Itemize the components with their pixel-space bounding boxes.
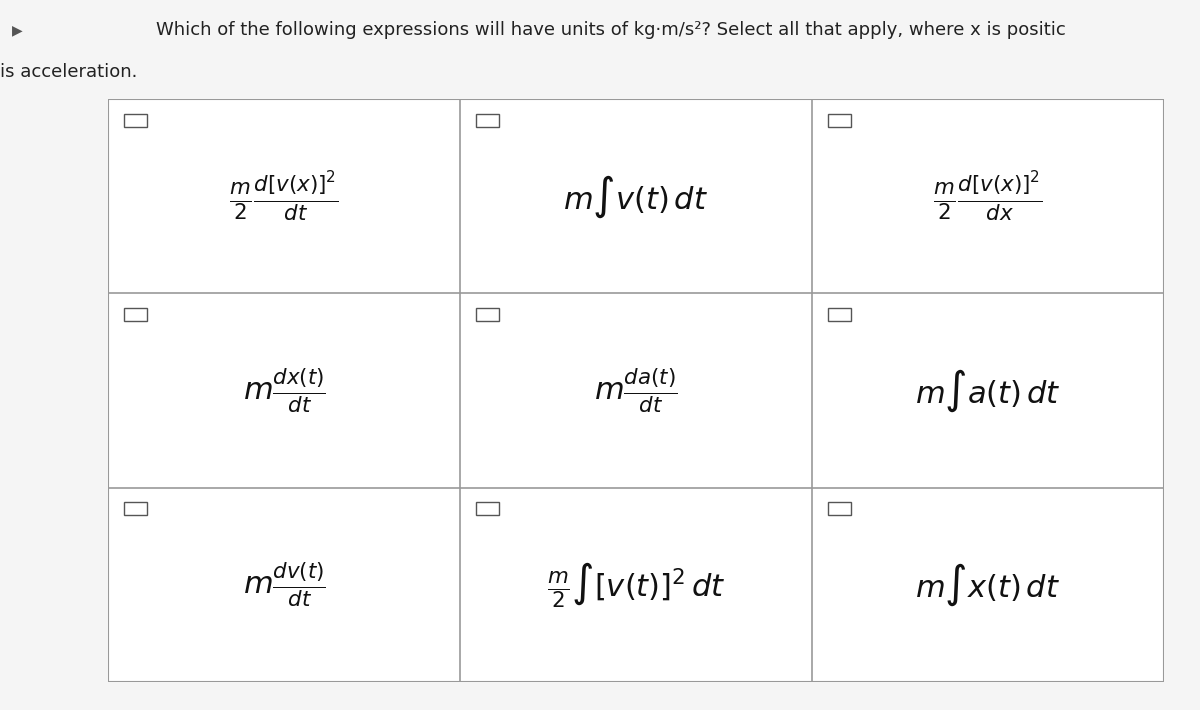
Text: $\frac{m}{2}\frac{d[v(x)]^2}{dx}$: $\frac{m}{2}\frac{d[v(x)]^2}{dx}$: [934, 169, 1043, 224]
Bar: [828, 308, 851, 321]
Text: $m\frac{dx(t)}{dt}$: $m\frac{dx(t)}{dt}$: [242, 366, 325, 415]
Text: $m\int a(t)\,dt$: $m\int a(t)\,dt$: [916, 367, 1061, 414]
Text: $\frac{m}{2}\int [v(t)]^2\,dt$: $\frac{m}{2}\int [v(t)]^2\,dt$: [547, 559, 725, 610]
Bar: [124, 308, 148, 321]
Bar: [124, 502, 148, 515]
Text: Which of the following expressions will have units of kg·m/s²? Select all that a: Which of the following expressions will …: [156, 21, 1066, 39]
Text: is acceleration.: is acceleration.: [0, 63, 137, 82]
Text: $m\frac{da(t)}{dt}$: $m\frac{da(t)}{dt}$: [594, 366, 678, 415]
Bar: [476, 308, 499, 321]
Bar: [476, 114, 499, 127]
Text: $m\int x(t)\,dt$: $m\int x(t)\,dt$: [916, 562, 1061, 608]
Text: $\frac{m}{2}\frac{d[v(x)]^2}{dt}$: $\frac{m}{2}\frac{d[v(x)]^2}{dt}$: [229, 169, 338, 224]
Bar: [828, 502, 851, 515]
Text: $m\frac{dv(t)}{dt}$: $m\frac{dv(t)}{dt}$: [242, 560, 325, 609]
Bar: [476, 502, 499, 515]
Bar: [828, 114, 851, 127]
Text: ▶: ▶: [12, 23, 23, 37]
Text: $m\int v(t)\,dt$: $m\int v(t)\,dt$: [564, 173, 708, 219]
Bar: [124, 114, 148, 127]
